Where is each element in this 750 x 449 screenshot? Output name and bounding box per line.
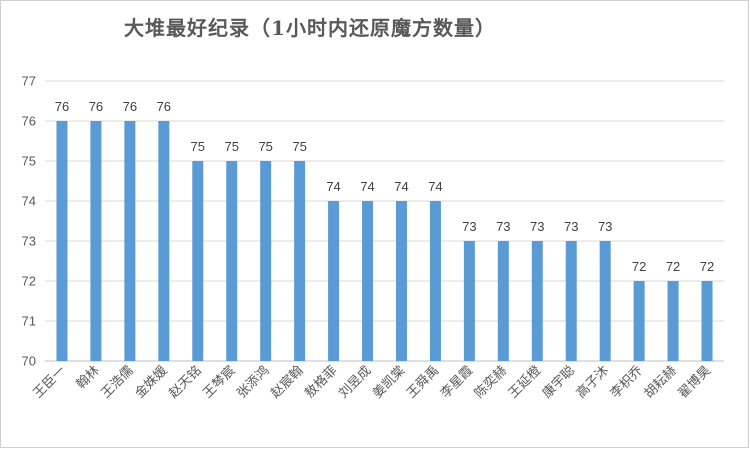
- data-label: 72: [666, 259, 680, 274]
- data-label: 75: [292, 139, 306, 154]
- category-label: 李星霞: [438, 363, 476, 401]
- bar: [158, 121, 170, 361]
- y-tick-label: 70: [22, 354, 36, 369]
- data-label: 73: [564, 219, 578, 234]
- category-label: 张添鸿: [234, 363, 273, 402]
- category-label: 陈奕赫: [471, 363, 510, 402]
- category-label: 王臣一: [31, 363, 69, 401]
- data-label: 76: [89, 99, 103, 114]
- category-label: 赵天铭: [166, 363, 204, 401]
- data-label: 72: [700, 259, 714, 274]
- y-tick-label: 74: [22, 194, 36, 209]
- data-label: 74: [428, 179, 442, 194]
- y-tick-label: 75: [22, 154, 36, 169]
- data-label: 76: [55, 99, 69, 114]
- bar: [565, 241, 577, 361]
- data-label: 72: [632, 259, 646, 274]
- data-label: 75: [191, 139, 205, 154]
- data-label: 73: [530, 219, 544, 234]
- bar: [429, 201, 441, 361]
- category-label: 金姝媛: [132, 363, 171, 402]
- y-tick-label: 71: [22, 314, 36, 329]
- data-label: 76: [157, 99, 171, 114]
- bar: [633, 281, 645, 361]
- bar: [701, 281, 713, 361]
- data-label: 73: [462, 219, 476, 234]
- bar: [328, 201, 340, 361]
- bar: [56, 121, 68, 361]
- bar: [294, 161, 306, 361]
- category-label: 敖格菲: [302, 363, 341, 402]
- y-tick-label: 72: [22, 274, 36, 289]
- bar: [192, 161, 204, 361]
- category-label: 康宇聪: [539, 363, 578, 402]
- bar: [463, 241, 475, 361]
- data-label: 73: [598, 219, 612, 234]
- category-label: 胡耘赫: [642, 363, 680, 401]
- bar: [260, 161, 272, 361]
- category-label: 赵宸翰: [268, 363, 307, 402]
- category-label: 翰林: [74, 363, 103, 392]
- data-label: 75: [258, 139, 272, 154]
- y-tick-label: 77: [22, 74, 36, 89]
- bar: [124, 121, 136, 361]
- bar: [497, 241, 509, 361]
- bar: [667, 281, 679, 361]
- bar: [362, 201, 374, 361]
- data-label: 74: [394, 179, 408, 194]
- data-label: 74: [360, 179, 374, 194]
- category-label: 刘昱成: [336, 363, 374, 401]
- category-label: 李枳乔: [608, 363, 646, 401]
- bar: [395, 201, 407, 361]
- category-label: 王浩儒: [99, 363, 137, 401]
- category-label: 王延橙: [506, 363, 544, 401]
- y-tick-label: 73: [22, 234, 36, 249]
- data-label: 76: [123, 99, 137, 114]
- bar: [599, 241, 611, 361]
- data-label: 74: [326, 179, 340, 194]
- chart-title: 大堆最好纪录（1小时内还原魔方数量）: [124, 16, 496, 40]
- category-label: 翟博昊: [676, 363, 714, 401]
- y-tick-label: 76: [22, 114, 36, 129]
- data-label: 75: [224, 139, 238, 154]
- category-label: 王舜禹: [404, 363, 442, 401]
- category-label: 高子沐: [573, 363, 612, 402]
- bar: [226, 161, 238, 361]
- bar: [531, 241, 543, 361]
- category-label: 王棽宸: [200, 363, 239, 402]
- bar: [90, 121, 102, 361]
- category-label: 姜凯棠: [370, 363, 408, 401]
- data-label: 73: [496, 219, 510, 234]
